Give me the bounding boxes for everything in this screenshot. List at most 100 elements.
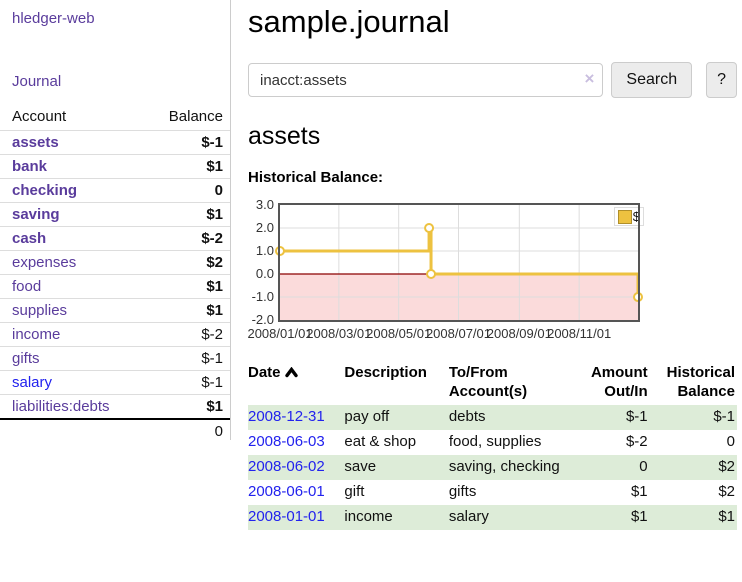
chart-legend: $: [613, 207, 644, 226]
account-balance: $1: [137, 298, 230, 323]
account-row: saving $1: [0, 202, 230, 227]
txn-header-date[interactable]: Date: [248, 361, 344, 405]
legend-swatch: [617, 209, 632, 224]
search-form: × Search ?: [248, 62, 737, 98]
account-row: salary $-1: [0, 370, 230, 395]
account-balance: $1: [137, 202, 230, 227]
account-row: bank $1: [0, 154, 230, 179]
search-input[interactable]: [248, 63, 604, 97]
transaction-accounts: saving, checking: [448, 458, 560, 475]
sidebar: hledger-web Journal Account Balance asse…: [0, 0, 231, 443]
account-row: food $1: [0, 274, 230, 299]
transaction-row: 2008-06-03 eat & shop food, supplies $-2…: [248, 430, 737, 455]
transaction-row: 2008-06-01 gift gifts $1 $2: [248, 480, 737, 505]
account-link[interactable]: food: [12, 278, 42, 295]
account-link[interactable]: salary: [12, 374, 53, 391]
chart-label: Historical Balance:: [248, 169, 384, 186]
account-link[interactable]: checking: [12, 182, 78, 199]
transaction-amount: $1: [630, 508, 648, 525]
transaction-date-link[interactable]: 2008-01-01: [248, 508, 325, 525]
transaction-date-link[interactable]: 2008-06-03: [248, 433, 325, 450]
search-button[interactable]: Search: [611, 62, 693, 98]
account-balance: $-2: [137, 322, 230, 347]
account-balance: $2: [137, 250, 230, 275]
account-balance: $1: [137, 154, 230, 179]
account-link[interactable]: supplies: [12, 302, 68, 319]
accounts-total-value: 0: [137, 418, 230, 443]
transaction-date-link[interactable]: 2008-06-01: [248, 483, 325, 500]
txn-header-accounts: To/From Account(s): [448, 364, 528, 400]
account-balance: $1: [137, 274, 230, 299]
accounts-header-account: Account: [12, 108, 67, 125]
accounts-header-balance: Balance: [168, 108, 223, 125]
transaction-accounts: gifts: [448, 483, 477, 500]
transaction-amount: $-1: [625, 408, 648, 425]
account-link[interactable]: cash: [12, 230, 47, 247]
x-axis-tick-label: 2008/01/01: [247, 326, 313, 341]
transaction-description: pay off: [344, 408, 390, 425]
account-section-title: assets: [248, 122, 321, 150]
transaction-accounts: food, supplies: [448, 433, 542, 450]
transaction-amount: $-2: [625, 433, 648, 450]
transaction-accounts: debts: [448, 408, 486, 425]
y-axis-tick-label: -2.0: [251, 312, 274, 327]
app-brand-link[interactable]: hledger-web: [12, 10, 95, 27]
transaction-description: save: [344, 458, 377, 475]
sidebar-item-journal[interactable]: Journal: [12, 73, 62, 90]
transactions-table: Date Description To/From Account(s) Amou…: [248, 361, 737, 530]
main-content: sample.journal × Search ? assets Histori…: [247, 0, 737, 530]
txn-header-balance: Historical Balance: [666, 364, 735, 400]
transaction-row: 2008-01-01 income salary $1 $1: [248, 505, 737, 530]
account-link[interactable]: saving: [12, 206, 60, 223]
transaction-row: 2008-12-31 pay off debts $-1 $-1: [248, 405, 737, 430]
account-row: liabilities:debts $1: [0, 394, 230, 419]
y-axis-tick-label: 1.0: [255, 243, 274, 258]
page-title: sample.journal: [248, 4, 450, 39]
transaction-description: eat & shop: [344, 433, 417, 450]
transaction-balance: 0: [726, 433, 735, 450]
account-row: income $-2: [0, 322, 230, 347]
historical-balance-chart: $ 3.0 2.0 1.0 0.0 -1.0 -2.0 2008/01/01 2008/03/…: [247, 195, 648, 345]
account-link[interactable]: bank: [12, 158, 48, 175]
account-balance: 0: [137, 178, 230, 203]
legend-label: $: [632, 209, 640, 224]
transaction-balance: $2: [718, 458, 735, 475]
x-axis-tick-label: 2008/11/01: [547, 326, 612, 341]
transaction-balance: $-1: [713, 408, 735, 425]
chart-plot-area: [275, 203, 643, 322]
transaction-description: income: [344, 508, 393, 525]
account-link[interactable]: gifts: [12, 350, 40, 367]
account-row: cash $-2: [0, 226, 230, 251]
x-axis-tick-label: 2008/07/01: [425, 326, 492, 341]
transaction-date-link[interactable]: 2008-12-31: [248, 408, 325, 425]
x-axis-tick-label: 2008/03/01: [306, 326, 372, 341]
account-balance: $-1: [137, 346, 230, 371]
account-balance: $-1: [137, 370, 230, 395]
account-link[interactable]: expenses: [12, 254, 77, 271]
account-link[interactable]: liabilities:debts: [12, 398, 110, 415]
help-button[interactable]: ?: [706, 62, 737, 98]
accounts-table: Account Balance assets $-1 bank $1 check…: [0, 104, 230, 443]
y-axis-tick-label: 3.0: [255, 197, 274, 212]
transaction-balance: $1: [718, 508, 735, 525]
account-row: gifts $-1: [0, 346, 230, 371]
accounts-total-row: 0: [0, 418, 230, 443]
transaction-amount: $1: [630, 483, 648, 500]
txn-header-description: Description: [344, 364, 427, 381]
account-balance: $-2: [137, 226, 230, 251]
account-link[interactable]: assets: [12, 134, 59, 151]
account-row: expenses $2: [0, 250, 230, 275]
y-axis-tick-label: 0.0: [255, 266, 274, 281]
x-axis-tick-label: 2008/05/01: [366, 326, 432, 341]
account-link[interactable]: income: [12, 326, 61, 343]
clear-search-icon[interactable]: ×: [584, 69, 595, 88]
account-balance: $1: [137, 394, 230, 419]
account-row: assets $-1: [0, 130, 230, 155]
transaction-date-link[interactable]: 2008-06-02: [248, 458, 325, 475]
transaction-description: gift: [344, 483, 365, 500]
account-row: checking 0: [0, 178, 230, 203]
transaction-row: 2008-06-02 save saving, checking 0 $2: [248, 455, 737, 480]
y-axis-tick-label: 2.0: [255, 220, 274, 235]
transaction-accounts: salary: [448, 508, 489, 525]
sort-ascending-icon: [284, 364, 298, 383]
